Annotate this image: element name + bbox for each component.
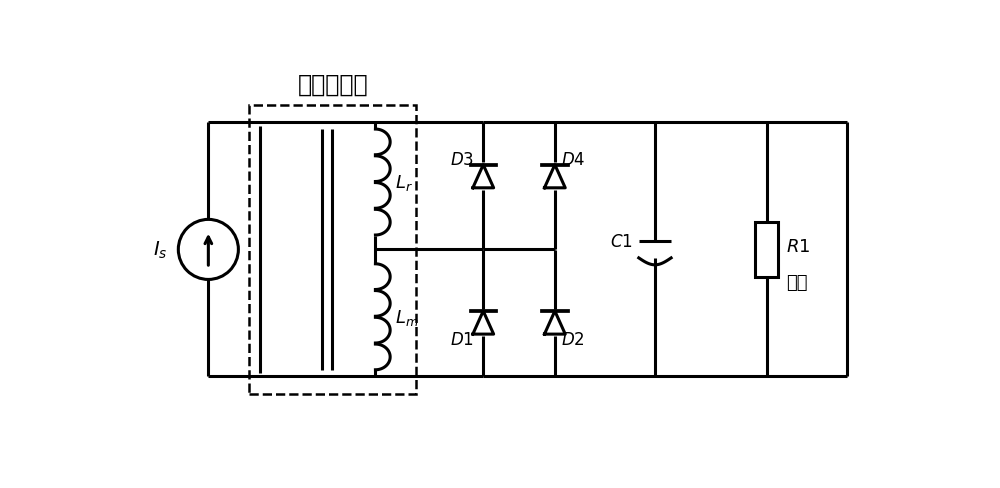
Text: 电流互感器: 电流互感器	[297, 72, 368, 96]
Text: $I_s$: $I_s$	[153, 239, 168, 261]
Text: $C1$: $C1$	[610, 234, 633, 251]
Text: $L_r$: $L_r$	[395, 173, 413, 193]
Text: $D3$: $D3$	[450, 151, 474, 168]
Text: $D2$: $D2$	[561, 331, 585, 348]
Text: $R1$: $R1$	[786, 237, 810, 255]
Text: $L_m$: $L_m$	[395, 307, 418, 327]
Text: 负载: 负载	[786, 273, 807, 291]
Text: $D4$: $D4$	[561, 151, 585, 168]
Text: $D1$: $D1$	[450, 331, 474, 348]
Bar	[755, 222, 778, 278]
Bar	[249, 105, 416, 394]
